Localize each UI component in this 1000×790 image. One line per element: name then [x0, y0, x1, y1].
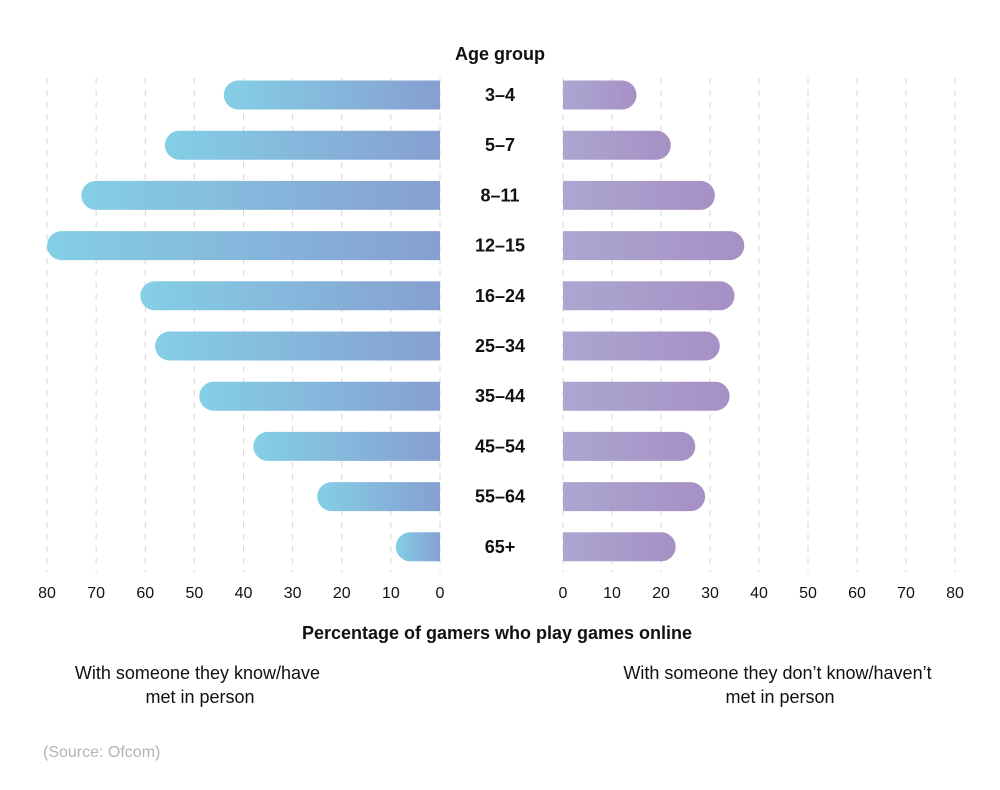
- category-label-12–15: 12–15: [475, 236, 525, 256]
- category-label-25–34: 25–34: [475, 336, 525, 356]
- bar-left-16–24: [140, 281, 440, 311]
- tick-right-80: 80: [946, 585, 964, 602]
- bar-left-25–34: [155, 331, 440, 361]
- legend-right-line1: With someone they don’t know/haven’t: [623, 663, 931, 683]
- bar-left-55–64: [317, 482, 440, 512]
- tick-left-20: 20: [333, 585, 351, 602]
- bar-right-65+: [563, 532, 676, 562]
- tick-left-0: 0: [436, 585, 445, 602]
- bar-right-35–44: [563, 381, 730, 411]
- tick-right-20: 20: [652, 585, 670, 602]
- category-label-55–64: 55–64: [475, 487, 525, 507]
- tick-left-50: 50: [185, 585, 203, 602]
- bar-right-5–7: [563, 130, 671, 160]
- x-axis-title: Percentage of gamers who play games onli…: [302, 623, 692, 643]
- bar-left-8–11: [81, 180, 440, 210]
- tick-right-40: 40: [750, 585, 768, 602]
- tick-left-80: 80: [38, 585, 56, 602]
- bar-left-5–7: [164, 130, 440, 160]
- tick-left-40: 40: [235, 585, 253, 602]
- source-note: (Source: Ofcom): [43, 744, 161, 761]
- bar-left-35–44: [199, 381, 440, 411]
- legend-left: With someone they know/have met in perso…: [75, 663, 325, 707]
- tick-right-30: 30: [701, 585, 719, 602]
- legend-right-line2: met in person: [725, 687, 834, 707]
- category-label-3–4: 3–4: [485, 85, 515, 105]
- tick-right-10: 10: [603, 585, 621, 602]
- bar-left-12–15: [47, 231, 440, 261]
- legend-left-line2: met in person: [145, 687, 254, 707]
- bar-right-3–4: [563, 80, 637, 110]
- tick-left-70: 70: [87, 585, 105, 602]
- bar-right-8–11: [563, 180, 715, 210]
- tick-right-0: 0: [559, 585, 568, 602]
- category-label-45–54: 45–54: [475, 436, 525, 456]
- tick-left-10: 10: [382, 585, 400, 602]
- bar-right-45–54: [563, 431, 696, 461]
- legend-right: With someone they don’t know/haven’t met…: [623, 663, 936, 707]
- bar-right-16–24: [563, 281, 735, 311]
- category-label-8–11: 8–11: [480, 185, 519, 205]
- category-label-35–44: 35–44: [475, 386, 525, 406]
- tick-right-70: 70: [897, 585, 915, 602]
- bar-right-12–15: [563, 231, 745, 261]
- bar-right-55–64: [563, 482, 706, 512]
- category-label-16–24: 16–24: [475, 286, 525, 306]
- legend-left-line1: With someone they know/have: [75, 663, 320, 683]
- bar-left-3–4: [223, 80, 440, 110]
- tick-right-50: 50: [799, 585, 817, 602]
- bar-left-65+: [395, 532, 440, 562]
- tick-left-60: 60: [136, 585, 154, 602]
- tick-left-30: 30: [284, 585, 302, 602]
- category-label-65+: 65+: [485, 537, 516, 557]
- tick-right-60: 60: [848, 585, 866, 602]
- bar-left-45–54: [253, 431, 440, 461]
- category-label-5–7: 5–7: [485, 135, 515, 155]
- bar-right-25–34: [563, 331, 720, 361]
- center-axis-title: Age group: [455, 44, 545, 64]
